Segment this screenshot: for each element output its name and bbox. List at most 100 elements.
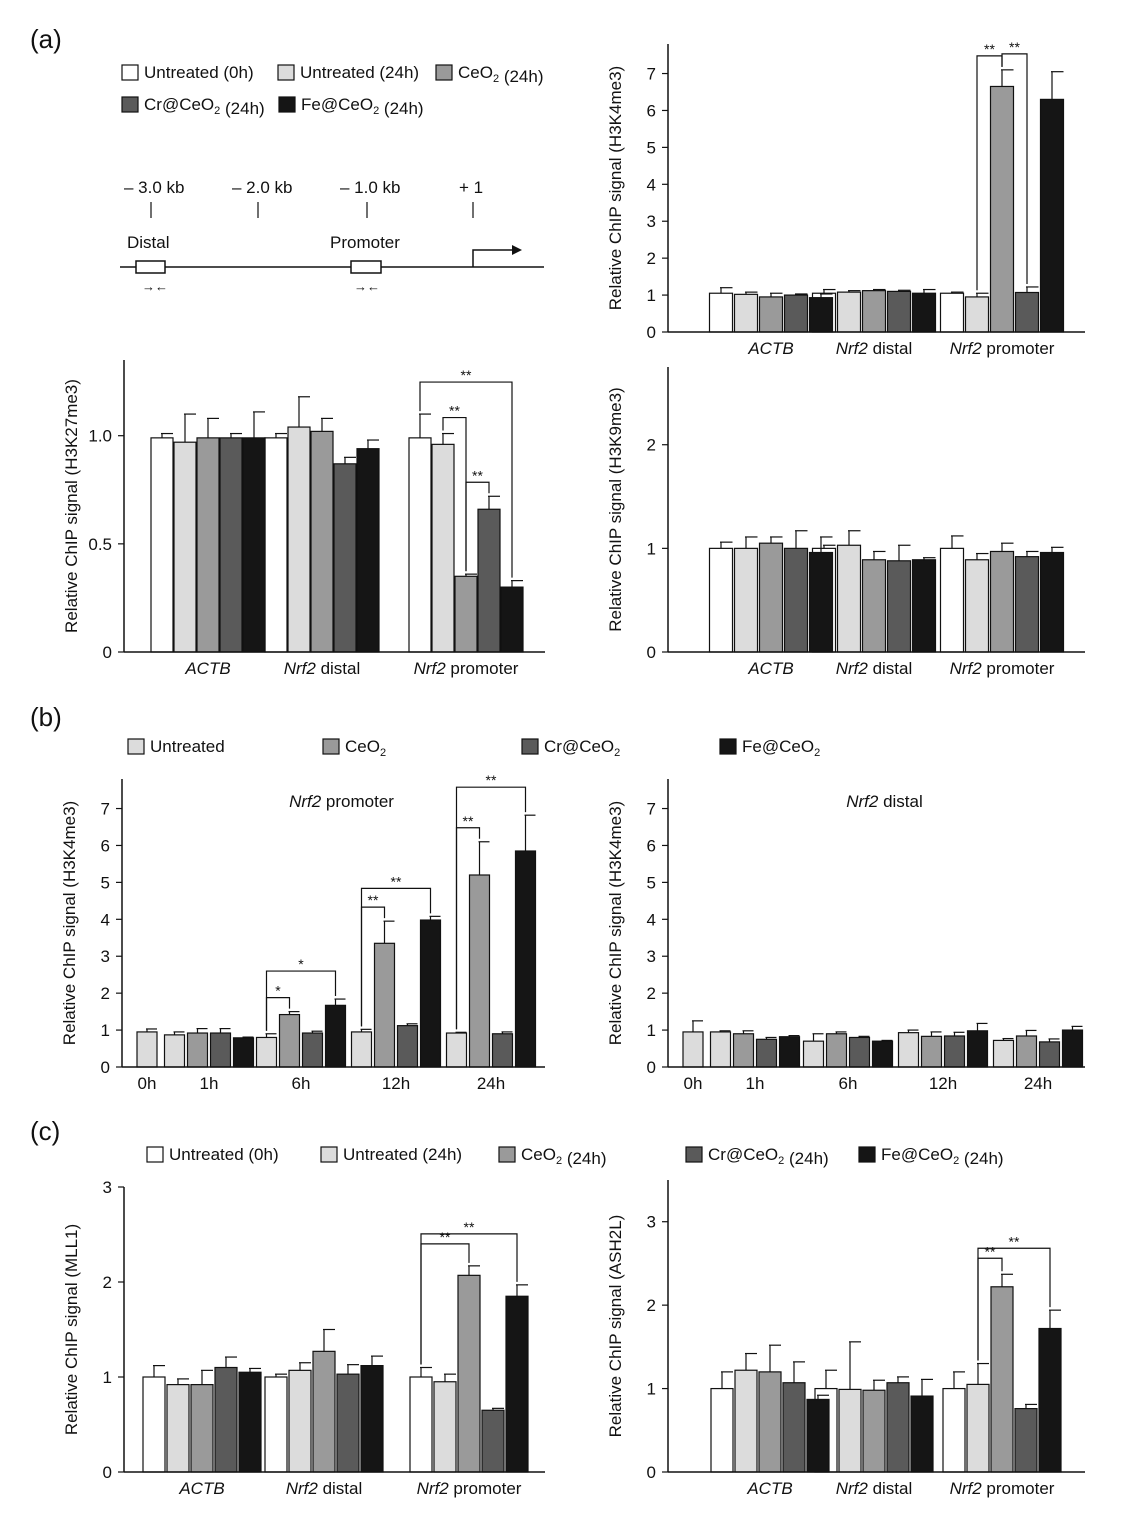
ytick-label-b_distal-7: 7 <box>647 800 656 819</box>
bar-a_h3k4me3-Nrf2-promoter-ceo2 <box>989 85 1015 333</box>
sig-bracket-b_promoter-3 <box>360 887 432 1027</box>
bar-b_promoter-12h-ceo2 <box>373 942 396 1068</box>
sig-label-a_h3k27me3-2: ** <box>472 467 483 483</box>
bar-c_mll1-Nrf2-promoter-untreated_24h <box>433 1381 457 1473</box>
bar-b_distal-6h-untreated_24h <box>802 1040 825 1068</box>
ytick-label-c_ash2l-1: 1 <box>647 1380 656 1399</box>
bar-a_h3k9me3-Nrf2-distal-cr_ceo2 <box>886 560 912 653</box>
xtick-label-b_distal-2: 6h <box>839 1074 858 1093</box>
bar-a_h3k4me3-Nrf2-distal-ceo2 <box>861 290 887 333</box>
bar-c_mll1-ACTB-cr_ceo2 <box>214 1366 238 1473</box>
bar-a_h3k9me3-ACTB-cr_ceo2 <box>783 547 809 653</box>
sig-label-a_h3k4me3-1: ** <box>1009 39 1020 55</box>
ylabel-a_h3k9me3: Relative ChIP signal (H3K9me3) <box>606 387 625 631</box>
ytick-label-a_h3k27me3-0: 0 <box>103 643 112 662</box>
panel-label-a: (a) <box>30 24 62 54</box>
bar-b_distal-24h-untreated_24h <box>992 1039 1015 1068</box>
ytick-label-b_promoter-6: 6 <box>101 836 110 855</box>
bar-a_h3k4me3-Nrf2-promoter-fe_ceo2 <box>1039 98 1065 333</box>
bar-c_mll1-ACTB-fe_ceo2 <box>238 1371 262 1473</box>
ytick-label-a_h3k27me3-2: 1.0 <box>88 427 112 446</box>
legend-a-item-3-label: Cr@CeO2 (24h) <box>144 95 265 118</box>
legend-b-item-2-swatch <box>521 738 539 755</box>
bar-a_h3k27me3-ACTB-cr_ceo2 <box>219 437 243 653</box>
bar-c_ash2l-ACTB-untreated_24h <box>734 1369 758 1473</box>
panel-label-b: (b) <box>30 702 62 732</box>
bar-a_h3k27me3-Nrf2-distal-cr_ceo2 <box>333 463 357 653</box>
gene-pos-3kb: – 3.0 kb <box>124 178 185 197</box>
sig-bracket-b_promoter-1 <box>265 970 337 1031</box>
bar-a_h3k9me3-ACTB-fe_ceo2 <box>808 551 834 653</box>
bar-b_distal-12h-untreated_24h <box>897 1032 920 1068</box>
ytick-label-b_distal-6: 6 <box>647 836 656 855</box>
ytick-label-c_mll1-1: 1 <box>103 1368 112 1387</box>
legend-a-item-4-label: Fe@CeO2 (24h) <box>301 95 424 118</box>
distal-box <box>135 260 166 274</box>
ytick-label-c_ash2l-2: 2 <box>647 1296 656 1315</box>
ytick-label-b_promoter-1: 1 <box>101 1021 110 1040</box>
ytick-label-b_distal-0: 0 <box>647 1058 656 1077</box>
chart-h3k9me3: 0 1 2 ACTB Nrf2 distal Nrf2 promoter Relative … <box>606 367 1085 678</box>
bar-b_promoter-12h-cr_ceo2 <box>396 1025 419 1068</box>
chart-mll1: ** ** 0 1 2 3 ACTB Nrf2 distal Nrf2 promoter Rela… <box>62 1178 545 1498</box>
bar-a_h3k9me3-Nrf2-distal-fe_ceo2 <box>911 559 937 653</box>
xtick-label-c_mll1-2: Nrf2 promoter <box>417 1479 522 1498</box>
region-distal-label: Distal <box>127 233 170 252</box>
xtick-label-b_distal-0: 0h <box>684 1074 703 1093</box>
bar-a_h3k27me3-Nrf2-distal-ceo2 <box>310 430 334 653</box>
ylabel-b_distal: Relative ChIP signal (H3K4me3) <box>606 801 625 1045</box>
ylabel-a_h3k4me3: Relative ChIP signal (H3K4me3) <box>606 66 625 310</box>
ylabel-c_mll1: Relative ChIP signal (MLL1) <box>62 1224 81 1435</box>
ytick-label-b_promoter-7: 7 <box>101 800 110 819</box>
xtick-label-b_distal-1: 1h <box>746 1074 765 1093</box>
legend-a-item-2-swatch <box>435 64 453 81</box>
bar-a_h3k4me3-Nrf2-distal-cr_ceo2 <box>886 290 912 333</box>
sig-bracket-b_promoter-5 <box>455 786 527 1030</box>
bar-a_h3k4me3-Nrf2-promoter-untreated_24h <box>964 296 990 333</box>
distal-primer-arrows: →← <box>142 279 168 294</box>
promoter-box <box>350 260 382 274</box>
bar-a_h3k4me3-ACTB-cr_ceo2 <box>783 294 809 333</box>
xtick-label-a_h3k9me3-2: Nrf2 promoter <box>950 659 1055 678</box>
bar-c_mll1-Nrf2-distal-ceo2 <box>312 1350 336 1473</box>
sig-label-a_h3k27me3-1: ** <box>449 403 460 419</box>
bar-a_h3k9me3-ACTB-untreated_24h <box>733 547 759 653</box>
legend-b-item-1-label: CeO2 <box>345 737 386 759</box>
bar-b_promoter-1h-fe_ceo2 <box>232 1037 255 1068</box>
gene-diagram: – 3.0 kb – 2.0 kb – 1.0 kb + 1 Distal Pr… <box>120 178 544 294</box>
xtick-label-c_ash2l-1: Nrf2 distal <box>836 1479 913 1498</box>
bar-a_h3k4me3-Nrf2-promoter-cr_ceo2 <box>1014 291 1040 333</box>
sig-label-c_ash2l-0: ** <box>1009 1233 1020 1249</box>
legend-c-item-3-swatch <box>685 1146 703 1163</box>
legend-c-item-2-swatch <box>498 1146 516 1163</box>
xtick-label-a_h3k9me3-0: ACTB <box>747 659 793 678</box>
legend-c-item-3-label: Cr@CeO2 (24h) <box>708 1145 829 1168</box>
legend-b: Untreated CeO2 Cr@CeO2 Fe@CeO2 <box>127 737 820 759</box>
bar-c_mll1-Nrf2-promoter-cr_ceo2 <box>481 1409 505 1473</box>
bar-c_mll1-Nrf2-promoter-fe_ceo2 <box>505 1295 529 1473</box>
legend-c-item-4-label: Fe@CeO2 (24h) <box>881 1145 1004 1168</box>
bar-c_ash2l-ACTB-fe_ceo2 <box>806 1398 830 1473</box>
legend-a-item-3-swatch <box>121 96 139 113</box>
bar-b_distal-1h-untreated_24h <box>709 1031 732 1068</box>
ytick-label-a_h3k9me3-1: 1 <box>647 539 656 558</box>
bar-a_h3k4me3-ACTB-untreated_24h <box>733 293 759 333</box>
legend-c-item-2-label: CeO2 (24h) <box>521 1145 607 1168</box>
bar-b_distal-0h-untreated_24h <box>682 1031 704 1068</box>
bar-c_ash2l-Nrf2-distal-cr_ceo2 <box>886 1382 910 1473</box>
bar-b_promoter-24h-fe_ceo2 <box>514 850 537 1068</box>
xtick-label-b_promoter-3: 12h <box>382 1074 410 1093</box>
ylabel-b_promoter: Relative ChIP signal (H3K4me3) <box>60 801 79 1045</box>
chart-h3k4me3-a: ** ** 0 1 2 3 4 5 6 7 ACTB Nrf2 distal Nrf2 promoter… <box>606 39 1085 358</box>
sig-label-c_mll1-0: ** <box>464 1219 475 1235</box>
ytick-label-b_distal-3: 3 <box>647 947 656 966</box>
ytick-label-a_h3k27me3-1: 0.5 <box>88 535 112 554</box>
panel-label-c: (c) <box>30 1116 60 1146</box>
ytick-label-c_ash2l-3: 3 <box>647 1213 656 1232</box>
xtick-label-b_distal-3: 12h <box>929 1074 957 1093</box>
bar-b_promoter-1h-ceo2 <box>186 1032 209 1068</box>
bar-a_h3k9me3-Nrf2-distal-untreated_24h <box>836 544 862 653</box>
bar-a_h3k27me3-ACTB-fe_ceo2 <box>242 437 266 653</box>
bar-c_mll1-Nrf2-distal-untreated_24h <box>288 1369 312 1473</box>
